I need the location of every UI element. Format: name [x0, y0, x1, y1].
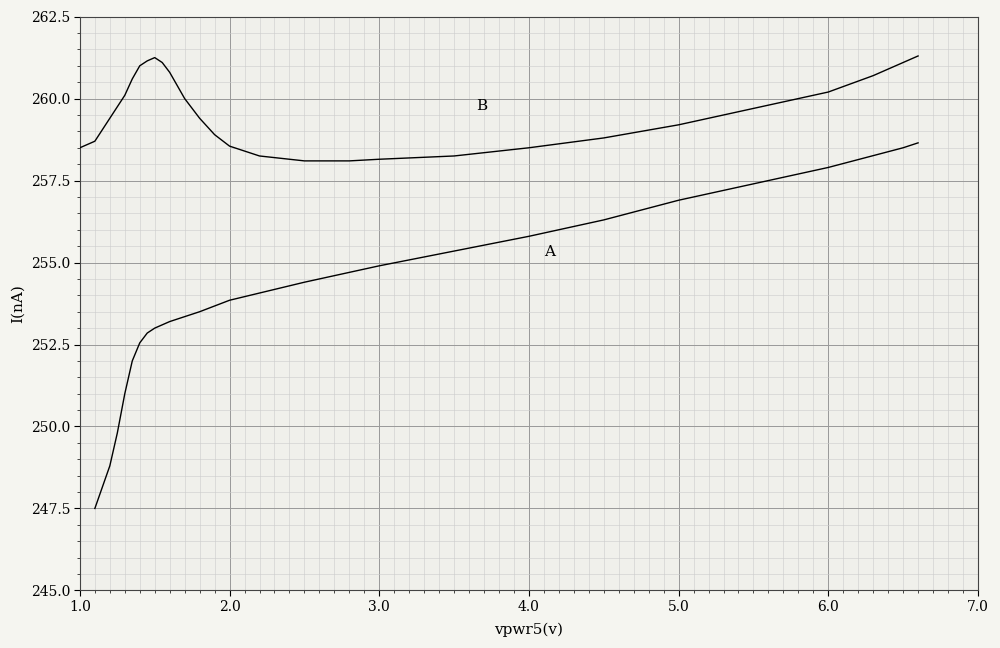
Text: B: B — [477, 99, 488, 113]
X-axis label: vpwr5(v): vpwr5(v) — [494, 623, 563, 637]
Y-axis label: I(nA): I(nA) — [11, 284, 25, 323]
Text: A: A — [544, 245, 555, 259]
